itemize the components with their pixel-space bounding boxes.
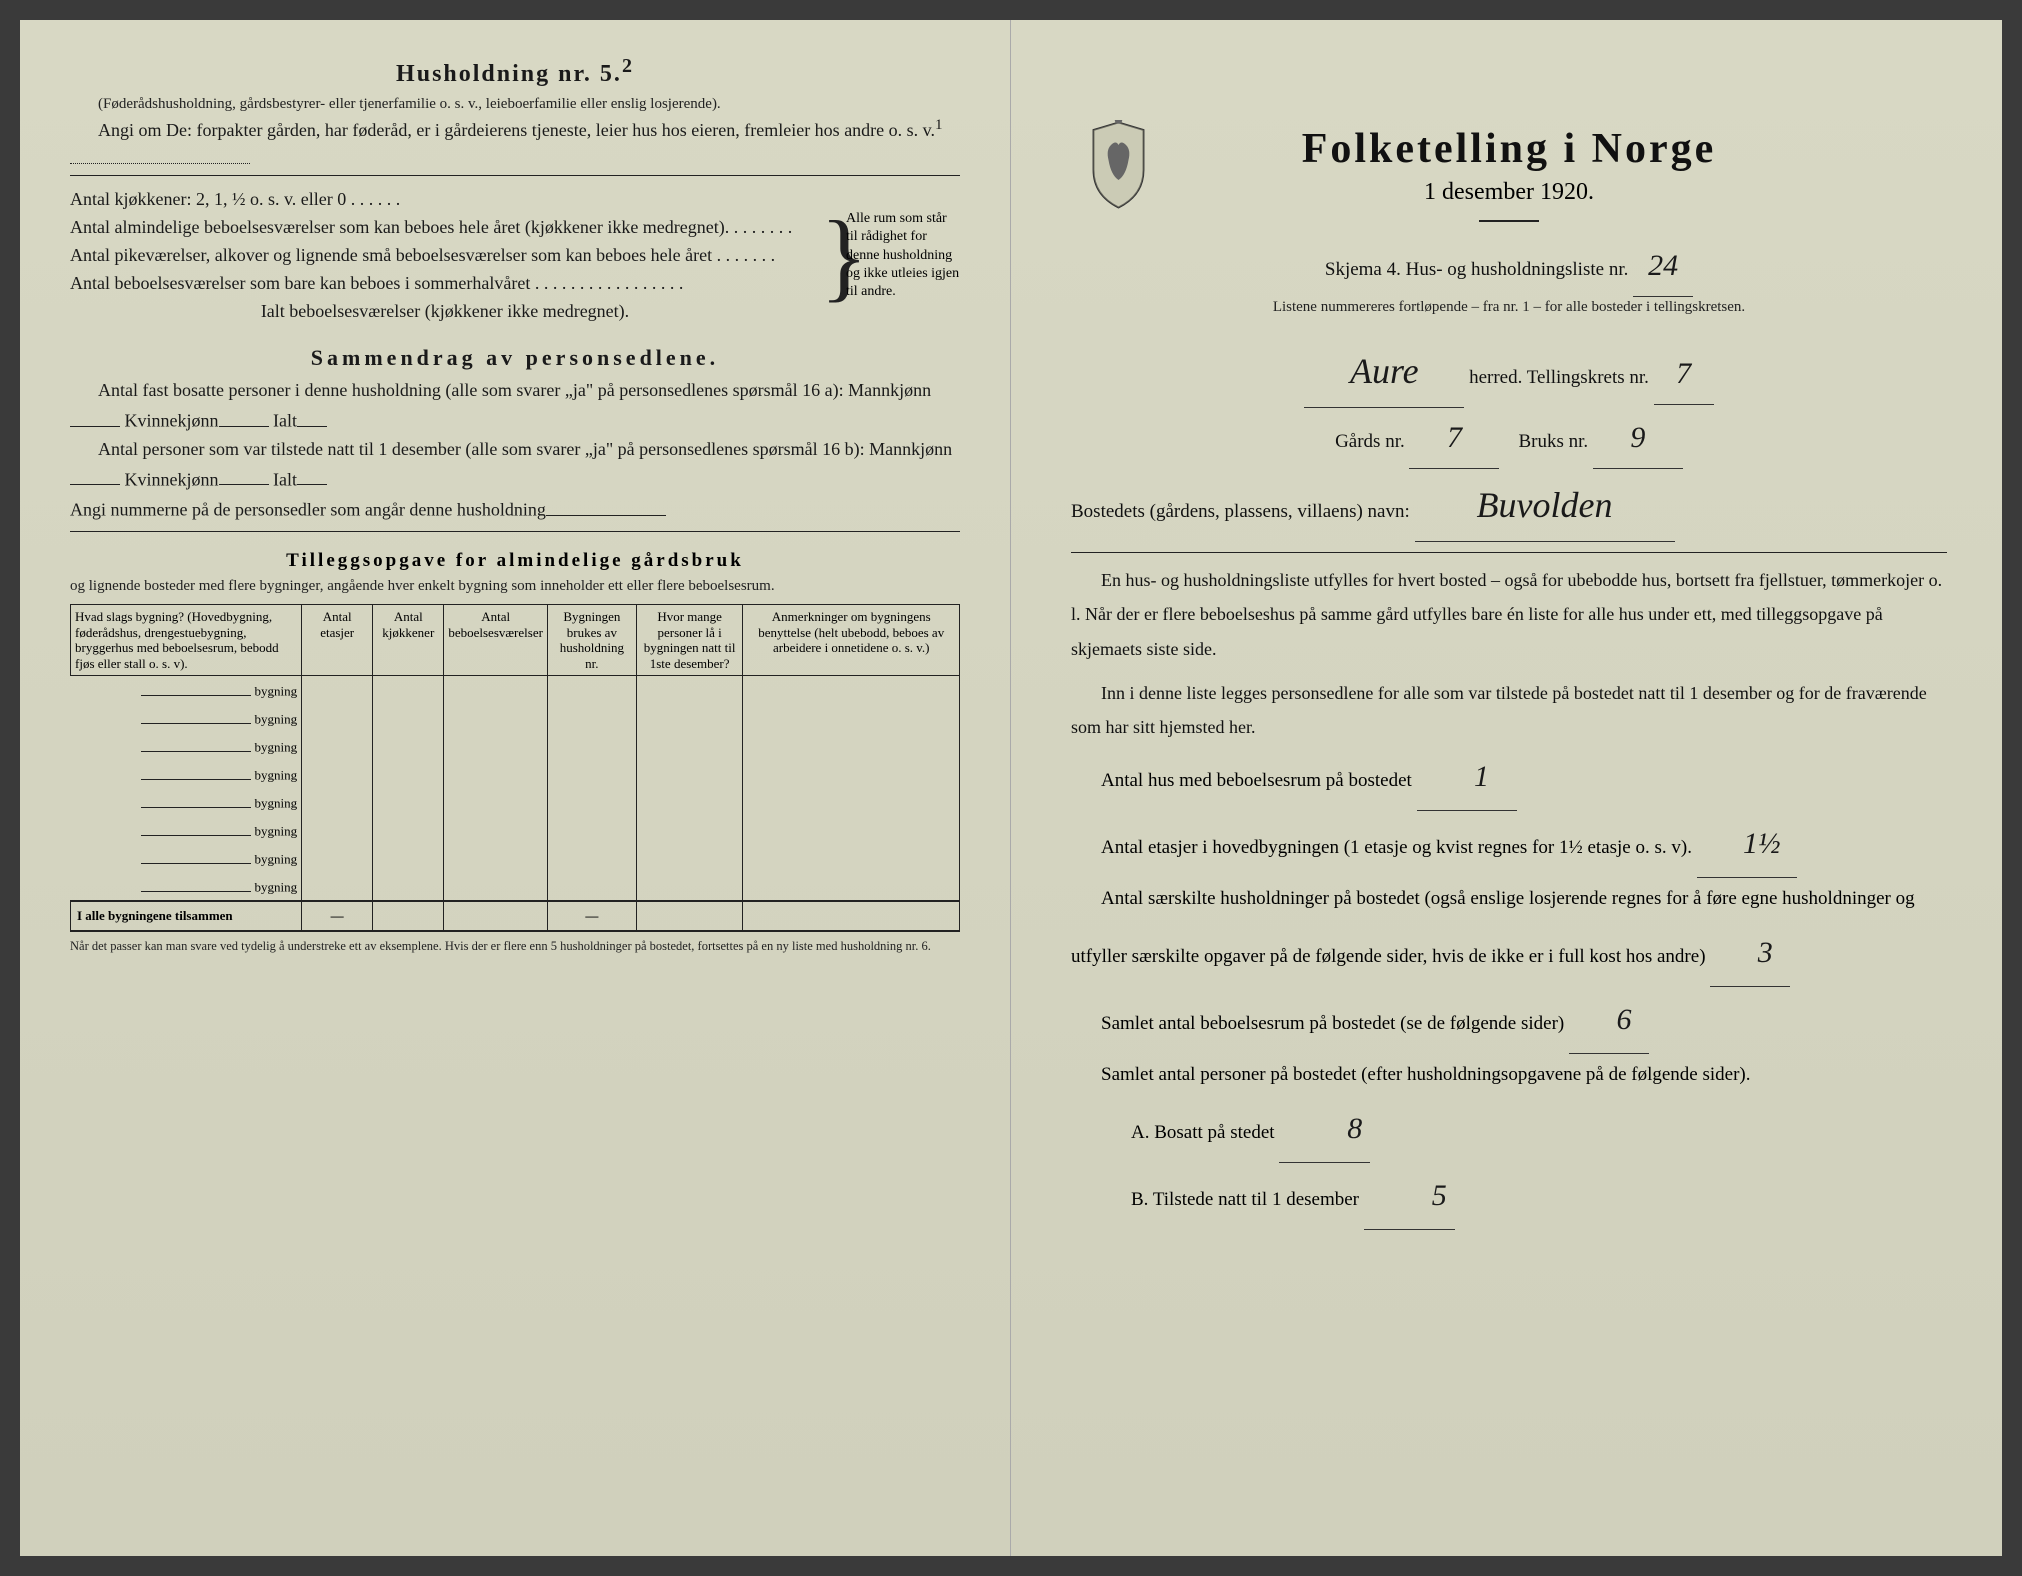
field-personer: Samlet antal personer på bostedet (efter… — [1071, 1054, 1947, 1096]
household-intro: (Føderådshusholdning, gårdsbestyrer- ell… — [70, 94, 960, 114]
field-b-value: 5 — [1364, 1163, 1455, 1230]
right-page: Folketelling i Norge 1 desember 1920. Sk… — [1011, 20, 2002, 1556]
bruks-nr-value: 9 — [1593, 408, 1683, 469]
summary-line-2: Antal personer som var tilstede natt til… — [70, 436, 960, 494]
gards-line: Gårds nr. 7 Bruks nr. 9 — [1071, 408, 1947, 469]
rooms-brace-group: Antal kjøkkener: 2, 1, ½ o. s. v. eller … — [70, 186, 960, 325]
tillegg-intro: og lignende bosteder med flere bygninger… — [70, 576, 960, 596]
rooms-line-1: Antal almindelige beboelsesværelser som … — [70, 214, 820, 242]
table-col-3: Antal kjøkkener — [373, 604, 444, 675]
rooms-line-2: Antal pikeværelser, alkover og lignende … — [70, 242, 820, 270]
herred-line: Aure herred. Tellingskrets nr. 7 — [1071, 335, 1947, 408]
field-hush-value: 3 — [1710, 920, 1790, 987]
field-hus: Antal hus med beboelsesrum på bostedet 1 — [1071, 744, 1947, 811]
document-spread: Husholdning nr. 5.2 (Føderådshusholdning… — [20, 20, 2002, 1556]
field-etasjer: Antal etasjer i hovedbygningen (1 etasje… — [1071, 811, 1947, 878]
summary-line-1: Antal fast bosatte personer i denne hush… — [70, 377, 960, 435]
field-rum-value: 6 — [1569, 987, 1649, 1054]
household-heading: Husholdning nr. 5.2 — [70, 55, 960, 88]
title-divider — [1479, 220, 1539, 222]
instructions-para-1: En hus- og husholdningsliste utfylles fo… — [1071, 563, 1947, 666]
table-footer-label: I alle bygningene tilsammen — [71, 901, 302, 931]
field-a: A. Bosatt på stedet 8 — [1071, 1096, 1947, 1163]
left-page: Husholdning nr. 5.2 (Føderådshusholdning… — [20, 20, 1011, 1556]
table-col-1: Hvad slags bygning? (Hovedbygning, føder… — [71, 604, 302, 675]
gards-nr-value: 7 — [1409, 408, 1499, 469]
table-footnote: Når det passer kan man svare ved tydelig… — [70, 938, 960, 954]
farm-buildings-table: Hvad slags bygning? (Hovedbygning, føder… — [70, 604, 960, 932]
field-a-value: 8 — [1279, 1096, 1370, 1163]
skjema-line: Skjema 4. Hus- og husholdningsliste nr. … — [1071, 236, 1947, 297]
summary-line-3: Angi nummerne på de personsedler som ang… — [70, 494, 960, 524]
field-etasjer-value: 1½ — [1697, 811, 1797, 878]
main-title: Folketelling i Norge — [1071, 125, 1947, 173]
bosted-line: Bostedets (gårdens, plassens, villaens) … — [1071, 469, 1947, 542]
herred-value: Aure — [1304, 335, 1464, 408]
coat-of-arms-icon — [1081, 120, 1156, 210]
liste-nr-value: 24 — [1633, 236, 1693, 297]
table-col-7: Anmerkninger om bygningens benyttelse (h… — [743, 604, 960, 675]
tillegg-heading: Tilleggsopgave for almindelige gårdsbruk — [70, 550, 960, 572]
kitchens-line: Antal kjøkkener: 2, 1, ½ o. s. v. eller … — [70, 186, 820, 214]
field-b: B. Tilstede natt til 1 desember 5 — [1071, 1163, 1947, 1230]
field-husholdninger: Antal særskilte husholdninger på bostede… — [1071, 878, 1947, 987]
field-hus-value: 1 — [1417, 744, 1517, 811]
brace-note: Alle rum som står til rådighet for denne… — [840, 186, 960, 325]
field-rum: Samlet antal beboelsesrum på bostedet (s… — [1071, 987, 1947, 1054]
table-col-2: Antal etasjer — [302, 604, 373, 675]
listene-note: Listene nummereres fortløpende – fra nr.… — [1071, 297, 1947, 317]
household-question: Angi om De: forpakter gården, har føderå… — [70, 114, 960, 173]
summary-heading: Sammendrag av personsedlene. — [70, 345, 960, 371]
bosted-value: Buvolden — [1415, 469, 1675, 542]
instructions-para-2: Inn i denne liste legges personsedlene f… — [1071, 676, 1947, 744]
rooms-total: Ialt beboelsesværelser (kjøkkener ikke m… — [70, 298, 820, 326]
subtitle: 1 desember 1920. — [1071, 179, 1947, 206]
curly-brace-icon: } — [820, 186, 840, 325]
table-col-6: Hvor mange personer lå i bygningen natt … — [636, 604, 743, 675]
table-col-5: Bygningen brukes av husholdning nr. — [547, 604, 636, 675]
table-col-4: Antal beboelsesværelser — [444, 604, 548, 675]
krets-nr-value: 7 — [1654, 344, 1714, 405]
rooms-line-3: Antal beboelsesværelser som bare kan beb… — [70, 270, 820, 298]
